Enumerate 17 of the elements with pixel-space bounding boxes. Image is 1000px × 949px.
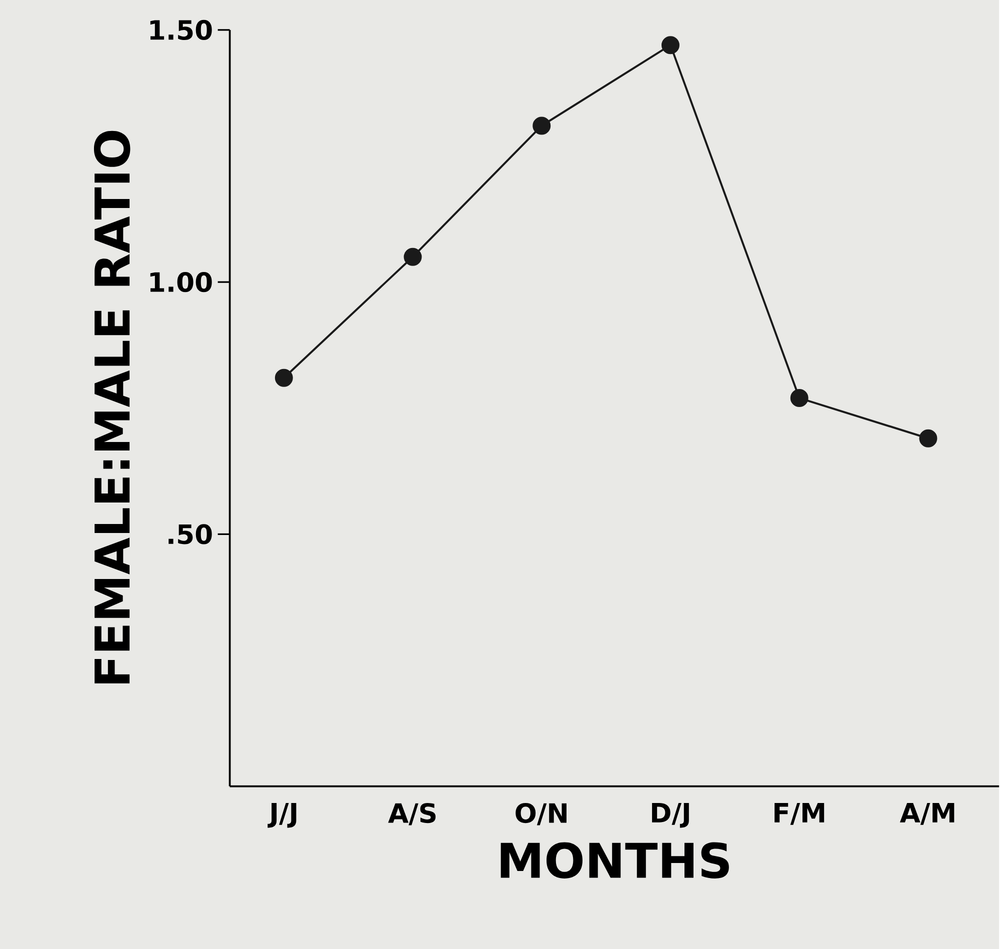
point — [919, 429, 938, 448]
y-axis-title: FEMALE:MALE RATIO — [94, 130, 130, 684]
y-tick-label: 1.50 — [150, 20, 212, 40]
point — [532, 116, 551, 135]
point — [404, 248, 422, 266]
x-tick-label: O/N — [516, 802, 567, 826]
x-tick-label: A/M — [900, 802, 954, 825]
x-axis-title: MONTHS — [500, 842, 729, 878]
point — [790, 388, 808, 407]
x-tick-label: D/J — [652, 802, 689, 828]
x-tick-label: F/M — [774, 802, 824, 825]
x-tick-label: A/S — [388, 802, 436, 826]
point — [274, 368, 293, 387]
y-tick-label: 1.00 — [150, 272, 212, 292]
x-tick-label: J/J — [268, 802, 296, 828]
y-tick-label: .50 — [168, 524, 212, 544]
point — [661, 36, 680, 54]
